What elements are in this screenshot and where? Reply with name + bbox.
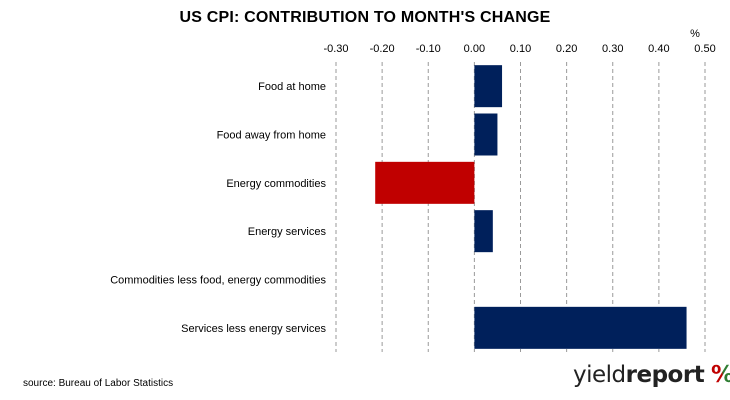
logo-text-regular: yield xyxy=(573,362,626,388)
bar xyxy=(474,306,687,349)
x-tick-label: -0.30 xyxy=(323,43,348,55)
x-tick-label: 0.20 xyxy=(556,43,577,55)
source-note: source: Bureau of Labor Statistics xyxy=(23,378,174,389)
category-label: Food at home xyxy=(258,81,326,93)
category-label: Services less energy services xyxy=(181,323,326,335)
gridlines xyxy=(335,62,706,352)
x-tick-label: -0.10 xyxy=(416,43,441,55)
category-labels: Food at home Food away from home Energy co… xyxy=(110,81,326,335)
category-label: Food away from home xyxy=(217,130,326,142)
logo-text-bold: report xyxy=(625,362,705,388)
x-tick-label: 0.40 xyxy=(648,43,669,55)
bar xyxy=(474,65,503,108)
unit-label: % xyxy=(690,28,700,40)
category-label: Energy services xyxy=(248,226,327,238)
brand-logo: yieldreport % xyxy=(573,362,730,388)
category-label: Commodities less food, energy commoditie… xyxy=(110,275,326,287)
bar xyxy=(474,113,498,156)
x-tick-label: 0.50 xyxy=(694,43,715,55)
x-axis-ticks: -0.30 -0.20 -0.10 0.00 0.10 0.20 0.30 0.40 0.50 xyxy=(323,43,715,55)
category-label: Energy commodities xyxy=(226,178,326,190)
x-tick-label: -0.20 xyxy=(370,43,395,55)
bar xyxy=(375,161,475,204)
x-tick-label: 0.30 xyxy=(602,43,623,55)
x-tick-label: 0.10 xyxy=(510,43,531,55)
bar xyxy=(474,210,493,253)
bars xyxy=(375,65,687,349)
x-tick-label: 0.00 xyxy=(464,43,485,55)
chart-title: US CPI: CONTRIBUTION TO MONTH'S CHANGE xyxy=(179,9,551,26)
percent-logo-icon: % xyxy=(711,362,730,388)
